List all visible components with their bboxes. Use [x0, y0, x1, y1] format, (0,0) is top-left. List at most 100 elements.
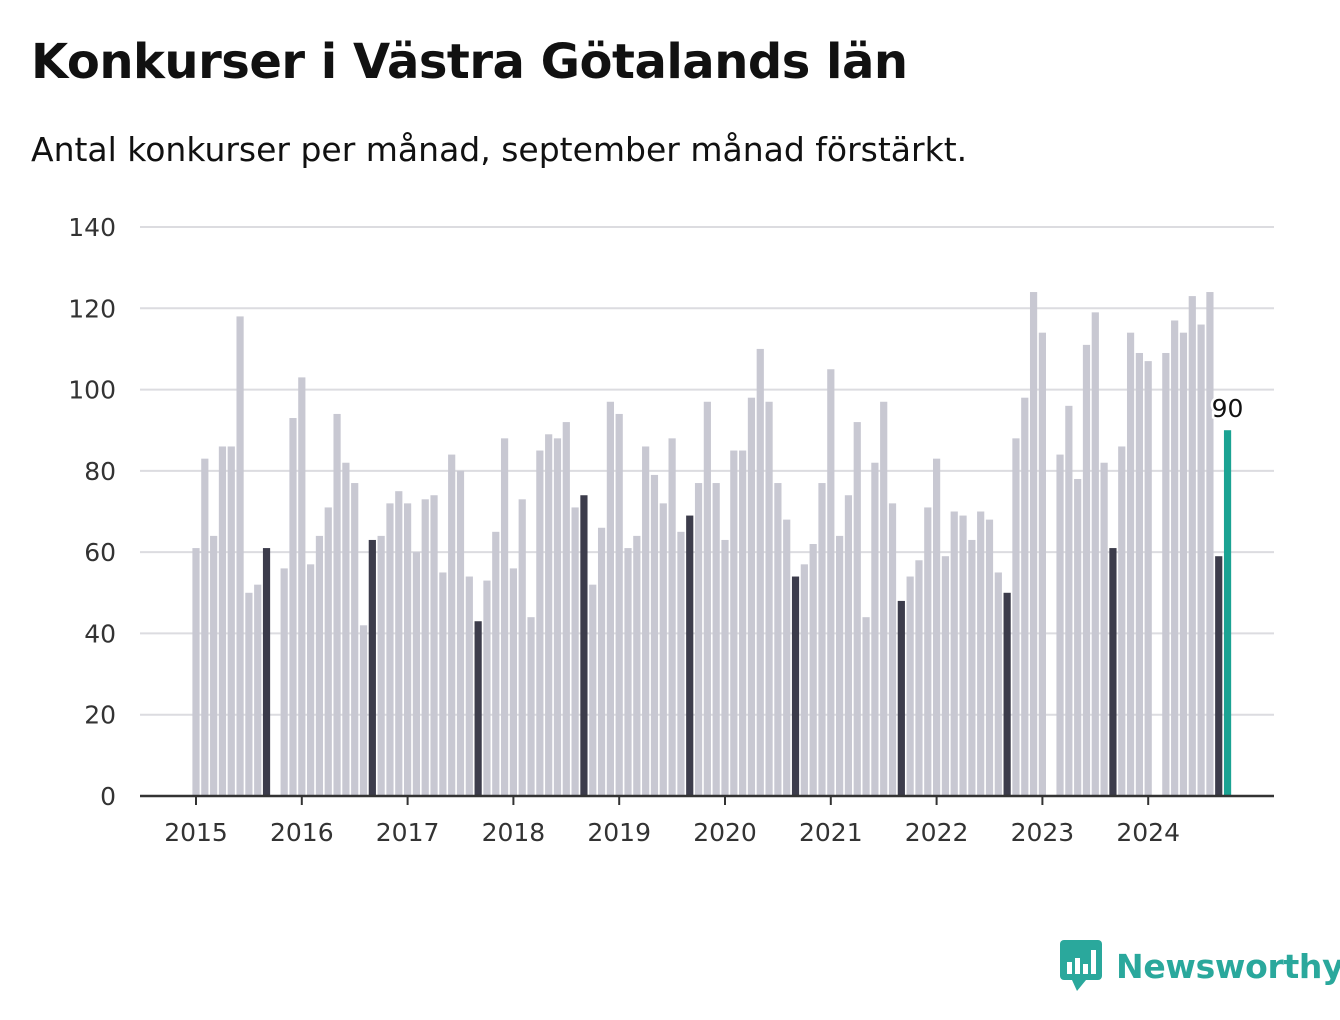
- bar: [1074, 478, 1082, 796]
- bar: [307, 564, 315, 796]
- bar: [289, 418, 297, 796]
- bar: [1135, 352, 1143, 796]
- x-tick-label: 2020: [693, 818, 757, 847]
- bar: [333, 413, 341, 796]
- bar: [192, 548, 200, 796]
- bar: [1179, 332, 1188, 796]
- bar: [694, 483, 703, 796]
- x-tick-label: 2024: [1116, 818, 1180, 847]
- bar: [1188, 296, 1196, 796]
- bar: [774, 483, 782, 796]
- bar: [959, 515, 967, 796]
- bar: [739, 450, 747, 796]
- bar: [606, 401, 614, 796]
- bar: [1118, 446, 1126, 796]
- y-tick-label: 80: [84, 457, 116, 486]
- bar: [888, 503, 897, 796]
- bar: [1056, 454, 1064, 796]
- bar: [280, 568, 288, 796]
- bar: [633, 535, 641, 796]
- bar: [1197, 324, 1205, 796]
- bar-september: [474, 621, 482, 796]
- bar: [218, 446, 227, 796]
- bar: [765, 401, 773, 796]
- bar: [827, 369, 835, 796]
- bar: [712, 483, 720, 796]
- y-tick-label: 0: [100, 782, 116, 811]
- bar-september: [1003, 592, 1011, 796]
- bar-september: [791, 576, 800, 796]
- bar-september: [1109, 548, 1117, 796]
- bar: [624, 548, 632, 796]
- bar: [545, 434, 553, 796]
- bar: [324, 507, 332, 796]
- bar: [430, 495, 438, 796]
- bar: [456, 470, 465, 796]
- bar: [536, 450, 544, 796]
- bar: [730, 450, 738, 796]
- x-tick-label: 2021: [799, 818, 863, 847]
- bar: [518, 499, 526, 796]
- bar: [862, 617, 870, 796]
- bar: [571, 507, 579, 796]
- bar: [1144, 361, 1152, 796]
- bar: [448, 454, 456, 796]
- x-tick-label: 2019: [587, 818, 651, 847]
- bar-september: [262, 548, 271, 796]
- bar: [553, 438, 562, 796]
- bar: [245, 592, 253, 796]
- bar: [562, 422, 570, 796]
- bar: [351, 483, 359, 796]
- y-tick-label: 120: [68, 294, 116, 323]
- bar: [871, 462, 879, 796]
- bar: [395, 491, 403, 796]
- bar: [985, 519, 994, 796]
- bar: [342, 462, 350, 796]
- bar: [227, 446, 235, 796]
- bar: [1206, 292, 1214, 796]
- bar: [994, 572, 1002, 796]
- bar: [210, 535, 218, 796]
- bar: [1100, 462, 1108, 796]
- bar: [483, 580, 491, 796]
- bar: [359, 625, 368, 796]
- bar: [659, 503, 667, 796]
- y-axis-ticks: 0 20 40 60 80 100 120 140: [68, 213, 116, 811]
- bar: [853, 422, 861, 796]
- bar: [1029, 292, 1038, 796]
- bar: [1126, 332, 1135, 796]
- bar: [968, 539, 976, 796]
- bar: [615, 413, 623, 796]
- bar: [933, 458, 941, 796]
- bar: [298, 377, 306, 796]
- latest-value-label: 90: [1212, 394, 1244, 423]
- bar: [809, 544, 817, 796]
- bar: [668, 438, 676, 796]
- bar: [1038, 332, 1046, 796]
- brand-logo: Newsworthy: [1060, 940, 1340, 992]
- bar: [747, 397, 756, 796]
- x-tick-label: 2018: [482, 818, 546, 847]
- bar: [836, 535, 844, 796]
- bar: [1162, 352, 1170, 796]
- bar: [844, 495, 853, 796]
- bar-september: [686, 515, 694, 796]
- bar: [977, 511, 985, 796]
- bar: [439, 572, 447, 796]
- bar: [1021, 397, 1029, 796]
- bar: [412, 552, 421, 796]
- data-labels: 90: [1209, 392, 1246, 426]
- x-tick-label: 2022: [905, 818, 969, 847]
- bar-september: [580, 495, 588, 796]
- bar: [500, 438, 509, 796]
- bar: [509, 568, 517, 796]
- bar: [950, 511, 958, 796]
- bar: [721, 539, 729, 796]
- bar: [941, 556, 950, 796]
- y-tick-label: 40: [84, 619, 116, 648]
- bar: [1082, 344, 1091, 796]
- bar: [915, 560, 923, 796]
- bar: [1091, 312, 1099, 796]
- bar: [677, 531, 685, 796]
